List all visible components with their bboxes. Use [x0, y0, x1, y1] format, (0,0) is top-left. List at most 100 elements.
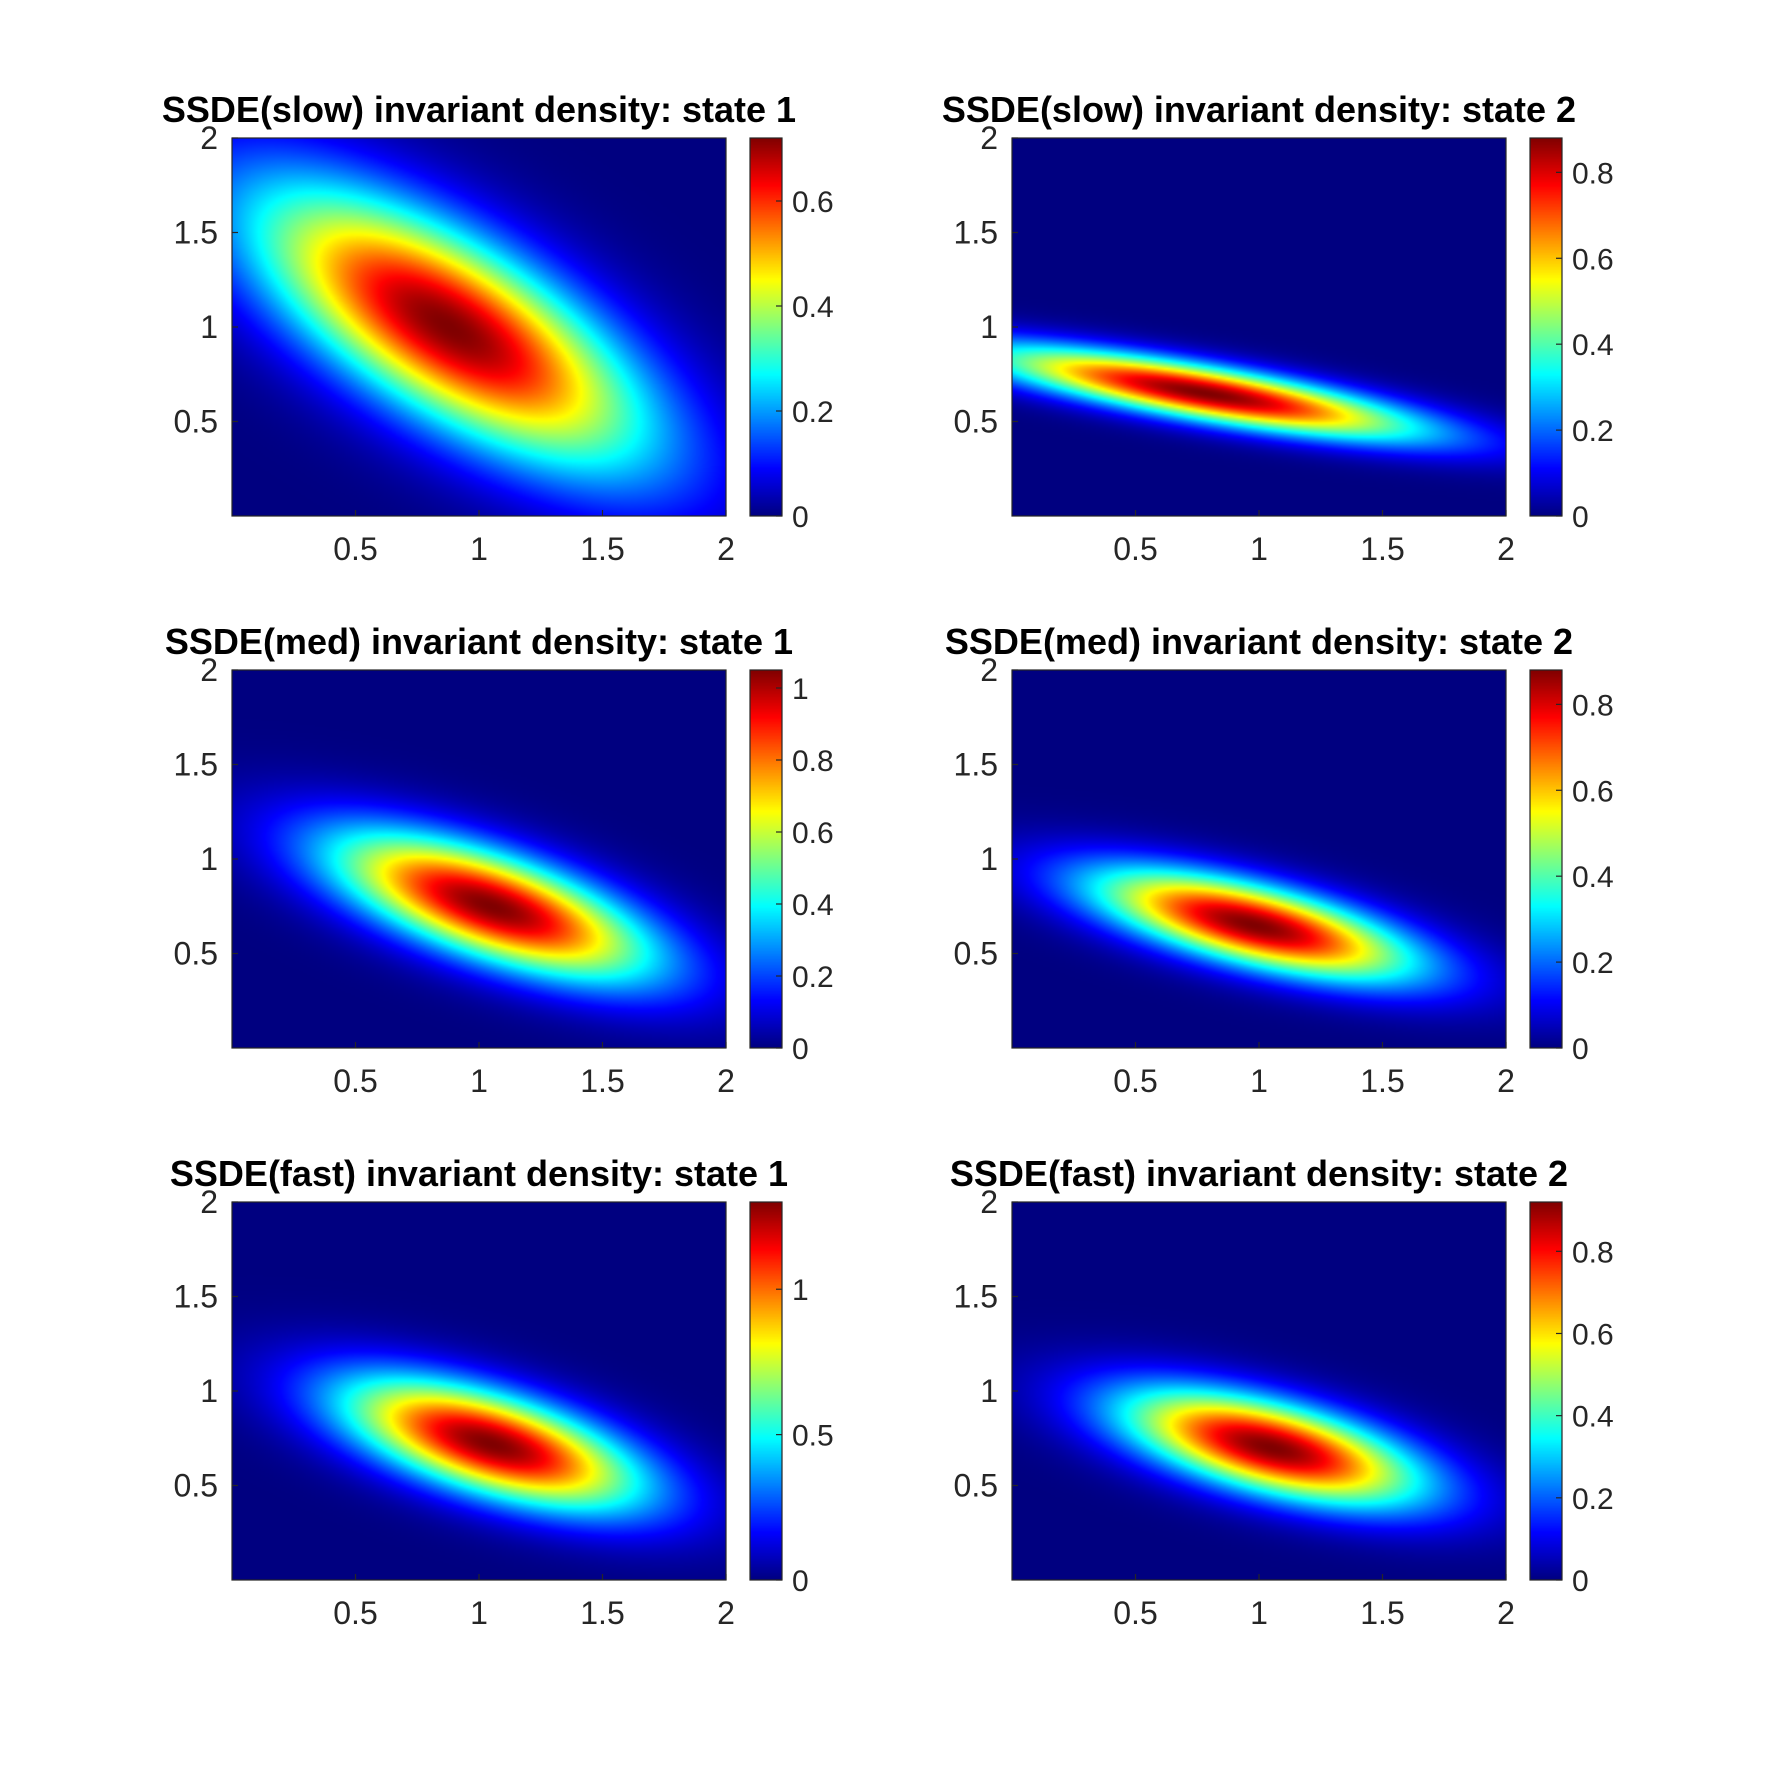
colorbar-tick-label: 0.2	[1572, 947, 1614, 980]
x-tick-label: 1.5	[580, 1595, 624, 1631]
y-tick-label: 1.5	[174, 747, 218, 783]
subplot-2: SSDE(slow) invariant density: state 2 0.5…	[942, 89, 1614, 567]
subplot-5: SSDE(fast) invariant density: state 1 0.5…	[170, 1153, 834, 1631]
x-tick-label: 2	[717, 1063, 735, 1099]
subplot-title: SSDE(slow) invariant density: state 1	[162, 89, 796, 130]
x-tick-label: 0.5	[1113, 531, 1157, 567]
colorbar-tick-label: 0	[792, 1033, 809, 1066]
x-tick-label: 2	[717, 531, 735, 567]
y-tick-label: 1.5	[174, 215, 218, 251]
colorbar	[750, 1202, 782, 1580]
y-tick-label: 0.5	[954, 404, 998, 440]
colorbar-tick-label: 0.2	[1572, 1483, 1614, 1516]
x-tick-label: 1.5	[1360, 531, 1404, 567]
colorbar-tick-label: 0.6	[1572, 775, 1614, 808]
colorbar-frame	[749, 1201, 783, 1581]
colorbar-tick-label: 0.6	[1572, 243, 1614, 276]
y-tick-label: 2	[980, 120, 998, 156]
x-tick-label: 2	[1497, 531, 1515, 567]
density-heatmap	[1012, 138, 1506, 516]
subplot-title: SSDE(fast) invariant density: state 1	[170, 1153, 788, 1194]
x-tick-label: 1.5	[1360, 1595, 1404, 1631]
x-tick-label: 0.5	[1113, 1595, 1157, 1631]
colorbar-tick-label: 0	[792, 1565, 809, 1598]
x-tick-label: 1	[1250, 1063, 1268, 1099]
subplot-1: SSDE(slow) invariant density: state 1 0.5…	[162, 89, 834, 567]
y-tick-label: 1.5	[954, 1279, 998, 1315]
colorbar-frame	[1529, 669, 1563, 1049]
y-tick-label: 2	[980, 1184, 998, 1220]
density-heatmap	[232, 1202, 726, 1580]
x-tick-label: 1	[1250, 531, 1268, 567]
colorbar	[750, 138, 782, 516]
colorbar	[1530, 138, 1562, 516]
y-tick-label: 2	[200, 1184, 218, 1220]
subplot-title: SSDE(slow) invariant density: state 2	[942, 89, 1576, 130]
x-tick-label: 1.5	[1360, 1063, 1404, 1099]
colorbar-tick-label: 0.4	[1572, 1401, 1614, 1434]
colorbar-tick-label: 0.8	[1572, 1236, 1614, 1269]
colorbar-frame	[1529, 137, 1563, 517]
subplot-3: SSDE(med) invariant density: state 1 0.5 1…	[165, 621, 834, 1099]
colorbar-tick-label: 0.2	[792, 396, 834, 429]
colorbar-tick-label: 0.6	[792, 817, 834, 850]
colorbar-tick-label: 0.6	[792, 186, 834, 219]
colorbar	[1530, 1202, 1562, 1580]
x-tick-label: 2	[1497, 1595, 1515, 1631]
subplot-4: SSDE(med) invariant density: state 2 0.5 1…	[945, 621, 1614, 1099]
x-tick-label: 2	[1497, 1063, 1515, 1099]
x-tick-label: 0.5	[1113, 1063, 1157, 1099]
y-tick-label: 2	[200, 120, 218, 156]
y-tick-label: 2	[980, 652, 998, 688]
colorbar-tick-label: 0	[1572, 1565, 1589, 1598]
colorbar-tick-label: 0.4	[792, 889, 834, 922]
x-tick-label: 1.5	[580, 531, 624, 567]
density-heatmap	[1012, 670, 1506, 1048]
y-tick-label: 1.5	[174, 1279, 218, 1315]
density-heatmap	[232, 670, 726, 1048]
subplot-grid: SSDE(slow) invariant density: state 1 0.5…	[162, 89, 1614, 1631]
colorbar-tick-label: 0.5	[792, 1420, 834, 1453]
colorbar	[1530, 670, 1562, 1048]
colorbar-tick-label: 0.2	[792, 961, 834, 994]
x-tick-label: 1.5	[580, 1063, 624, 1099]
colorbar-tick-label: 0.2	[1572, 415, 1614, 448]
subplot-6: SSDE(fast) invariant density: state 2 0.5…	[950, 1153, 1614, 1631]
x-tick-label: 0.5	[333, 1595, 377, 1631]
y-tick-label: 1	[200, 841, 218, 877]
density-heatmap	[1012, 1202, 1506, 1580]
colorbar-tick-label: 0.6	[1572, 1318, 1614, 1351]
y-tick-label: 1.5	[954, 747, 998, 783]
x-tick-label: 0.5	[333, 1063, 377, 1099]
colorbar-frame	[749, 137, 783, 517]
x-tick-label: 1	[1250, 1595, 1268, 1631]
x-tick-label: 1	[470, 1063, 488, 1099]
colorbar-frame	[749, 669, 783, 1049]
y-tick-label: 0.5	[174, 404, 218, 440]
y-tick-label: 0.5	[174, 936, 218, 972]
colorbar-tick-label: 1	[792, 1274, 809, 1307]
y-tick-label: 1.5	[954, 215, 998, 251]
density-heatmap	[232, 138, 726, 516]
colorbar-tick-label: 0	[1572, 1033, 1589, 1066]
colorbar-tick-label: 0	[1572, 501, 1589, 534]
colorbar-tick-label: 0.4	[792, 291, 834, 324]
y-tick-label: 0.5	[174, 1468, 218, 1504]
subplot-title: SSDE(med) invariant density: state 1	[165, 621, 793, 662]
colorbar-tick-label: 1	[792, 673, 809, 706]
colorbar-tick-label: 0.8	[1572, 157, 1614, 190]
colorbar-tick-label: 0	[792, 501, 809, 534]
subplot-title: SSDE(fast) invariant density: state 2	[950, 1153, 1568, 1194]
y-tick-label: 1	[980, 309, 998, 345]
colorbar-tick-label: 0.8	[792, 745, 834, 778]
colorbar	[750, 670, 782, 1048]
x-tick-label: 0.5	[333, 531, 377, 567]
y-tick-label: 2	[200, 652, 218, 688]
colorbar-tick-label: 0.8	[1572, 689, 1614, 722]
x-tick-label: 2	[717, 1595, 735, 1631]
colorbar-tick-label: 0.4	[1572, 329, 1614, 362]
y-tick-label: 1	[980, 841, 998, 877]
subplot-title: SSDE(med) invariant density: state 2	[945, 621, 1573, 662]
y-tick-label: 1	[200, 309, 218, 345]
